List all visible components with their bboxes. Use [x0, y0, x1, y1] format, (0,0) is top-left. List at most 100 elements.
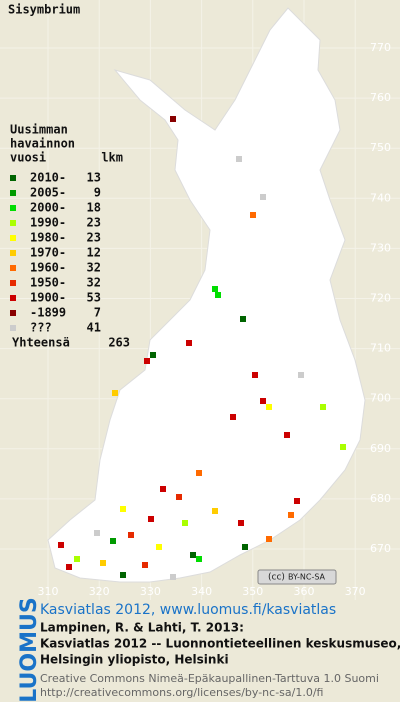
record-square: [160, 486, 166, 492]
legend-count: 18: [87, 201, 101, 215]
x-tick-label: 310: [38, 585, 59, 598]
footer: Lampinen, R. & Lahti, T. 2013: Kasviatlas…: [40, 621, 400, 700]
record-square: [170, 574, 176, 580]
legend-count: 23: [87, 231, 101, 245]
record-square: [176, 494, 182, 500]
legend-swatch: [10, 325, 16, 331]
record-square: [242, 544, 248, 550]
y-tick-label: 740: [370, 191, 391, 204]
record-square: [142, 562, 148, 568]
record-square: [156, 544, 162, 550]
record-square: [215, 292, 221, 298]
y-tick-label: 670: [370, 542, 391, 555]
record-square: [298, 372, 304, 378]
record-square: [266, 536, 272, 542]
record-square: [58, 542, 64, 548]
legend-swatch: [10, 175, 16, 181]
record-square: [150, 352, 156, 358]
legend-label: ???: [30, 321, 52, 335]
legend-swatch: [10, 235, 16, 241]
legend-label: 1980-: [30, 231, 66, 245]
record-square: [94, 530, 100, 536]
record-square: [260, 194, 266, 200]
license-badge: BY-NC-SA: [288, 573, 326, 582]
x-tick-label: 360: [294, 585, 315, 598]
legend-total-label: Yhteensä: [12, 336, 70, 350]
legend-label: 1990-: [30, 216, 66, 230]
citation-line: Helsingin yliopisto, Helsinki: [40, 653, 229, 667]
license-line: http://creativecommons.org/licenses/by-n…: [40, 686, 323, 699]
x-tick-label: 370: [345, 585, 366, 598]
record-square: [284, 432, 290, 438]
record-square: [250, 212, 256, 218]
legend-swatch: [10, 310, 16, 316]
map-title: Sisymbrium: [8, 3, 80, 17]
legend-count: 53: [87, 291, 101, 305]
record-square: [252, 372, 258, 378]
record-square: [190, 552, 196, 558]
legend-count: 41: [87, 321, 101, 335]
record-square: [182, 520, 188, 526]
record-square: [148, 516, 154, 522]
x-tick-label: 340: [191, 585, 212, 598]
legend-label: 1950-: [30, 276, 66, 290]
x-tick-label: 320: [89, 585, 110, 598]
y-tick-label: 700: [370, 392, 391, 405]
legend-label: 2000-: [30, 201, 66, 215]
citation-line: Kasviatlas 2012 -- Luonnontieteellinen k…: [40, 637, 400, 651]
record-square: [74, 556, 80, 562]
finland-shape: [47, 7, 366, 583]
record-square: [112, 390, 118, 396]
legend-label: 1970-: [30, 246, 66, 260]
record-square: [144, 358, 150, 364]
legend-count: 32: [87, 276, 101, 290]
legend-count: 9: [94, 186, 101, 200]
legend-col-year: vuosi: [10, 151, 46, 165]
record-square: [266, 404, 272, 410]
citation-line: Lampinen, R. & Lahti, T. 2013:: [40, 621, 244, 635]
record-square: [260, 398, 266, 404]
license-badge-box: [257, 569, 337, 585]
legend-swatch: [10, 280, 16, 286]
x-tick-label: 330: [140, 585, 161, 598]
legend-count: 7: [94, 306, 101, 320]
record-square: [240, 316, 246, 322]
record-square: [212, 508, 218, 514]
legend-label: 1900-: [30, 291, 66, 305]
y-tick-label: 720: [370, 292, 391, 305]
legend-header: Uusimman: [10, 123, 68, 137]
legend-swatch: [10, 205, 16, 211]
y-tick-label: 760: [370, 91, 391, 104]
y-tick-label: 750: [370, 141, 391, 154]
legend-label: -1899: [30, 306, 66, 320]
license-line: Creative Commons Nimeä-Epäkaupallinen-Ta…: [40, 672, 379, 685]
record-square: [110, 538, 116, 544]
record-square: [100, 560, 106, 566]
y-tick-label: 730: [370, 241, 391, 254]
record-square: [128, 532, 134, 538]
record-square: [120, 506, 126, 512]
record-square: [340, 444, 346, 450]
record-square: [212, 286, 218, 292]
record-square: [66, 564, 72, 570]
x-tick-label: 350: [242, 585, 263, 598]
record-square: [196, 470, 202, 476]
legend-swatch: [10, 295, 16, 301]
legend-swatch: [10, 265, 16, 271]
record-square: [230, 414, 236, 420]
legend-count: 32: [87, 261, 101, 275]
legend-col-count: lkm: [101, 151, 123, 165]
record-square: [236, 156, 242, 162]
record-square: [238, 520, 244, 526]
axes: 770 760 750 740 730 720 710 700 690 680 670 310 320 3…: [38, 41, 392, 598]
record-square: [320, 404, 326, 410]
legend-count: 12: [87, 246, 101, 260]
record-squares: [58, 116, 346, 580]
legend-header: havainnon: [10, 137, 75, 151]
record-square: [288, 512, 294, 518]
atlas-link[interactable]: Kasviatlas 2012, www.luomus.fi/kasviatla…: [40, 602, 336, 618]
legend-total: 263: [108, 336, 130, 350]
y-tick-label: 680: [370, 492, 391, 505]
